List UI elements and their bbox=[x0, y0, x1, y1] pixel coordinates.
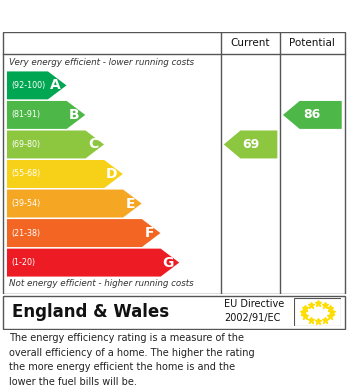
Text: B: B bbox=[69, 108, 79, 122]
Text: 69: 69 bbox=[242, 138, 259, 151]
Text: E: E bbox=[126, 197, 135, 210]
Text: (92-100): (92-100) bbox=[11, 81, 45, 90]
Text: C: C bbox=[88, 138, 98, 151]
Polygon shape bbox=[7, 190, 142, 217]
Polygon shape bbox=[7, 219, 160, 247]
Polygon shape bbox=[7, 72, 66, 99]
Text: England & Wales: England & Wales bbox=[12, 303, 169, 321]
Polygon shape bbox=[7, 249, 179, 276]
Text: Potential: Potential bbox=[290, 38, 335, 48]
Text: (1-20): (1-20) bbox=[11, 258, 35, 267]
Polygon shape bbox=[283, 101, 342, 129]
Text: Current: Current bbox=[231, 38, 270, 48]
Polygon shape bbox=[224, 131, 277, 158]
Text: EU Directive
2002/91/EC: EU Directive 2002/91/EC bbox=[224, 299, 285, 323]
Text: The energy efficiency rating is a measure of the
overall efficiency of a home. T: The energy efficiency rating is a measur… bbox=[9, 334, 254, 387]
Text: G: G bbox=[163, 256, 174, 270]
Text: Very energy efficient - lower running costs: Very energy efficient - lower running co… bbox=[9, 57, 194, 66]
Polygon shape bbox=[7, 101, 85, 129]
Text: (69-80): (69-80) bbox=[11, 140, 40, 149]
Text: Not energy efficient - higher running costs: Not energy efficient - higher running co… bbox=[9, 279, 193, 288]
Text: Energy Efficiency Rating: Energy Efficiency Rating bbox=[9, 7, 238, 25]
Text: 86: 86 bbox=[304, 108, 321, 122]
Text: (39-54): (39-54) bbox=[11, 199, 40, 208]
Text: F: F bbox=[144, 226, 154, 240]
Text: A: A bbox=[50, 79, 61, 92]
Text: D: D bbox=[106, 167, 118, 181]
Polygon shape bbox=[7, 131, 104, 158]
Text: (21-38): (21-38) bbox=[11, 229, 40, 238]
Text: (55-68): (55-68) bbox=[11, 170, 40, 179]
Polygon shape bbox=[7, 160, 123, 188]
Text: (81-91): (81-91) bbox=[11, 110, 40, 119]
